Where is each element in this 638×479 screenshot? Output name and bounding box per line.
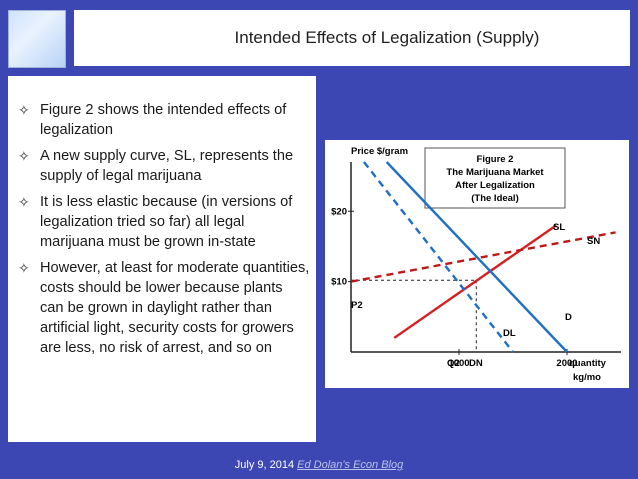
caption-line-1: Figure 2 xyxy=(477,154,514,165)
chart-svg: Figure 2 The Marijuana Market After Lega… xyxy=(331,146,621,383)
footer: July 9, 2014 Ed Dolan's Econ Blog xyxy=(0,459,638,471)
y-axis-label: Price $/gram xyxy=(351,146,408,157)
label-dn: DN xyxy=(469,358,483,369)
logo-image xyxy=(8,10,66,68)
star-bullet-icon: ✧ xyxy=(18,260,30,276)
series-sn-line xyxy=(350,231,616,283)
y-tick-label: $20 xyxy=(331,206,347,217)
bullet-text: It is less elastic because (in versions … xyxy=(40,194,293,250)
footer-blog-link[interactable]: Ed Dolan's Econ Blog xyxy=(297,459,404,471)
star-bullet-icon: ✧ xyxy=(18,102,30,118)
bullet-item: ✧ A new supply curve, SL, represents the… xyxy=(18,146,310,186)
star-bullet-icon: ✧ xyxy=(18,194,30,210)
series-dn-line xyxy=(363,161,514,353)
caption-line-4: (The Ideal) xyxy=(471,193,519,204)
bullet-item: ✧ However, at least for moderate quantit… xyxy=(18,258,310,358)
bullet-text: However, at least for moderate quantitie… xyxy=(40,260,310,356)
supply-demand-chart: Figure 2 The Marijuana Market After Lega… xyxy=(325,140,629,388)
bullet-item: ✧ It is less elastic because (in version… xyxy=(18,192,310,252)
chart-series xyxy=(350,161,616,353)
y-tick-label: $10 xyxy=(331,277,347,288)
chart-ticks: $20 $10 1000 2000 xyxy=(331,206,577,369)
chart-axes xyxy=(350,162,621,353)
bullet-text: A new supply curve, SL, represents the s… xyxy=(40,148,294,184)
label-dl: DL xyxy=(503,328,516,339)
chart-guides xyxy=(351,279,477,352)
footer-date: July 9, 2014 xyxy=(234,459,295,471)
bullet-text: Figure 2 shows the intended effects of l… xyxy=(40,102,287,138)
series-dl-line xyxy=(385,161,568,353)
x-tick-label: 1000 xyxy=(448,358,469,369)
x-axis-label-quantity: quantity xyxy=(569,358,607,369)
x-tick-label: 2000 xyxy=(556,358,577,369)
title-bar: Intended Effects of Legalization (Supply… xyxy=(74,10,630,66)
label-p2: P2 xyxy=(351,300,363,311)
label-q2: Q2 xyxy=(447,358,460,369)
slide-title: Intended Effects of Legalization (Supply… xyxy=(234,28,540,47)
caption-line-3: After Legalization xyxy=(455,180,535,191)
label-d: D xyxy=(565,312,572,323)
star-bullet-icon: ✧ xyxy=(18,148,30,164)
label-sl: SL xyxy=(553,222,565,233)
x-axis-label-unit: kg/mo xyxy=(573,372,601,383)
series-sl-line xyxy=(393,224,557,339)
bullet-item: ✧ Figure 2 shows the intended effects of… xyxy=(18,100,310,140)
text-panel: ✧ Figure 2 shows the intended effects of… xyxy=(8,76,316,442)
caption-line-2: The Marijuana Market xyxy=(446,167,544,178)
caption-box xyxy=(424,147,566,209)
label-sn: SN xyxy=(587,236,600,247)
